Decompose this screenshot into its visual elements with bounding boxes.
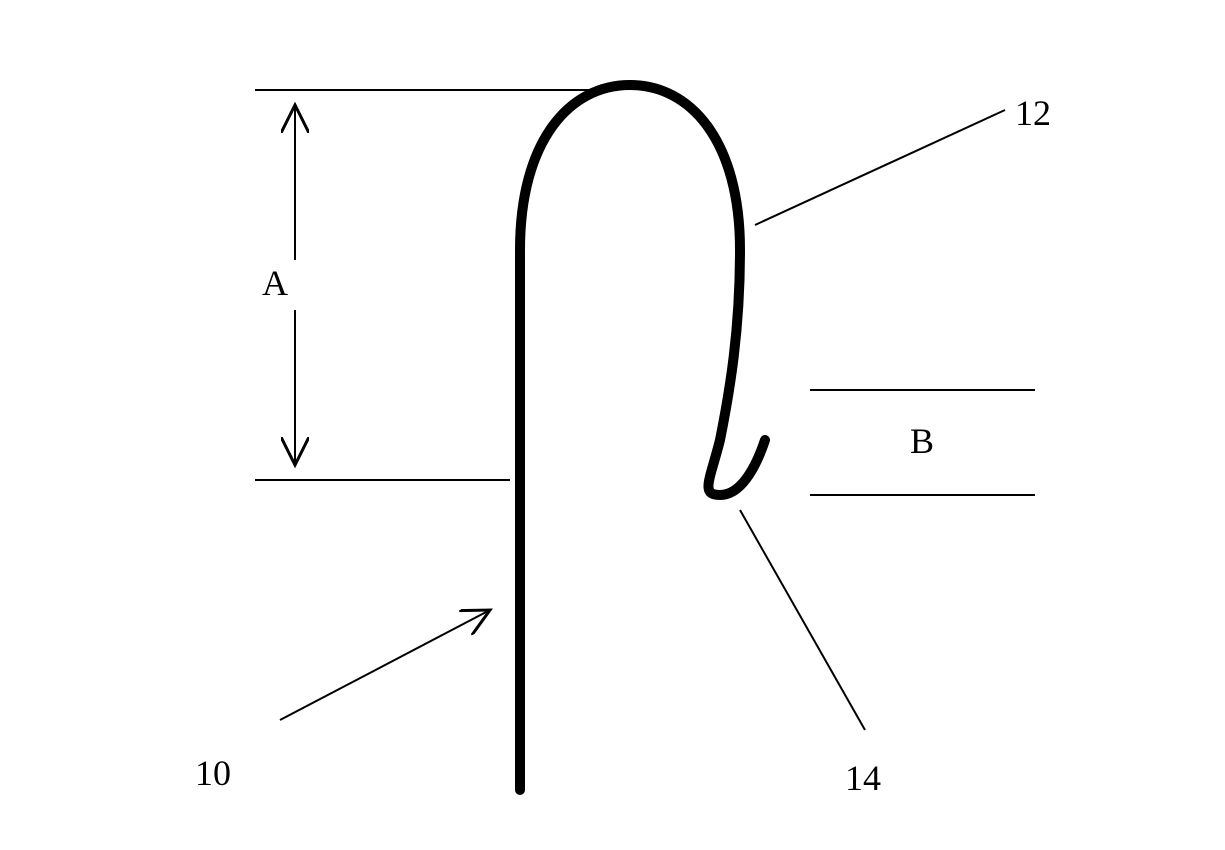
dim-a-label: A <box>262 262 288 304</box>
hook-body <box>520 85 765 790</box>
callout-14-label: 14 <box>845 757 881 799</box>
callout-14-leader <box>740 510 865 730</box>
callout-10-arrow <box>280 610 490 720</box>
callout-10-label: 10 <box>195 752 231 794</box>
dim-b-label: B <box>910 420 934 462</box>
callout-12-label: 12 <box>1015 92 1051 134</box>
callout-12-leader <box>755 110 1005 225</box>
